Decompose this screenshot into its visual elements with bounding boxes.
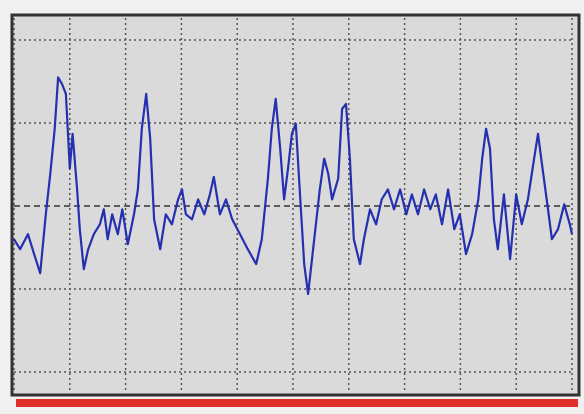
status-bar	[16, 399, 578, 407]
chart	[0, 0, 584, 414]
